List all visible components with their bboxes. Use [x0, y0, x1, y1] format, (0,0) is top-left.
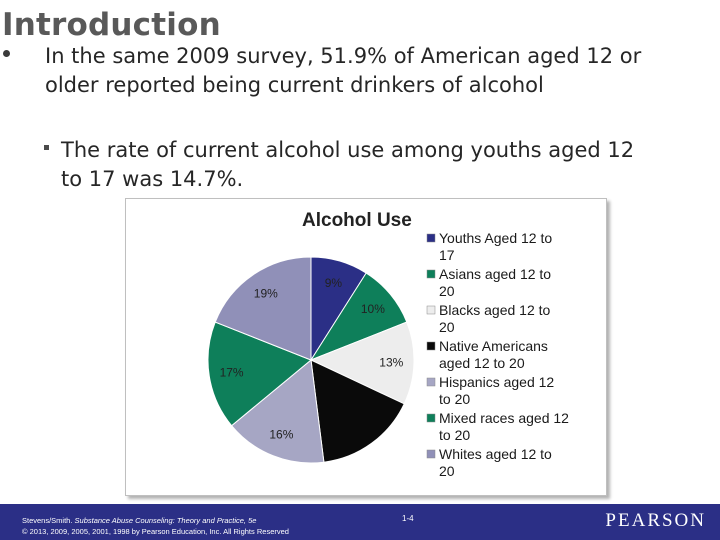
pie-slice-label-6: 19% — [254, 287, 278, 301]
legend-label-4: Hispanics aged 12 to 20 — [439, 374, 554, 407]
slide-title: Introduction — [2, 7, 221, 43]
pearson-logo: PEARSON — [605, 510, 706, 531]
legend-swatch-0 — [426, 233, 436, 243]
legend-label-6: Whites aged 12 to 20 — [439, 446, 552, 479]
legend-label-1: Asians aged 12 to 20 — [439, 266, 551, 299]
sub-bullet-text: The rate of current alcohol use among yo… — [61, 138, 635, 191]
pie-slice-3 — [310, 359, 405, 463]
pie-slice-label-4: 16% — [269, 428, 293, 442]
pie-slice-labels: 9% 10% 13% 16% 17% 19% — [220, 276, 404, 442]
legend-swatch-5 — [426, 413, 436, 423]
legend-label-0: Youths Aged 12 to 17 — [439, 230, 552, 263]
pie-slice-label-1: 10% — [361, 302, 385, 316]
legend-swatch-3 — [426, 341, 436, 351]
square-bullet-icon — [44, 145, 49, 150]
pie-chart: Alcohol Use 9% 10% 13% 16% 17% 19% Youths Age… — [125, 198, 607, 496]
pie-slice-4 — [230, 359, 325, 464]
main-bullet-text: In the same 2009 survey, 51.9% of Americ… — [45, 44, 642, 97]
legend-swatch-4 — [426, 377, 436, 387]
legend-label-2: Blacks aged 12 to 20 — [439, 302, 551, 335]
legend-swatch-6 — [426, 449, 436, 459]
pie-slice-label-5: 17% — [220, 366, 244, 380]
footer-citation: Stevens/Smith. Substance Abuse Counselin… — [22, 515, 289, 537]
legend-swatch-2 — [426, 305, 436, 315]
chart-title: Alcohol Use — [302, 210, 412, 231]
citation-copyright: © 2013, 2009, 2005, 2001, 1998 by Pearso… — [22, 527, 289, 536]
pie-slices — [207, 256, 415, 464]
legend-label-3: Native Americans aged 12 to 20 — [439, 338, 548, 371]
pie-slice-label-2: 13% — [379, 356, 403, 370]
page-number: 1-4 — [402, 514, 414, 523]
pie-slice-6 — [214, 256, 312, 361]
bullet-dot-icon — [3, 50, 10, 57]
footer-bar — [0, 504, 720, 540]
pie-slice-label-0: 9% — [325, 276, 343, 290]
legend-label-5: Mixed races aged 12 to 20 — [439, 410, 569, 443]
citation-author: Stevens/Smith. — [22, 516, 75, 525]
pie-slice-2 — [309, 321, 415, 405]
legend-swatch-1 — [426, 269, 436, 279]
pie-slice-5 — [207, 321, 312, 427]
pie-chart-svg: Alcohol Use 9% 10% 13% 16% 17% 19% Youths Age… — [207, 210, 569, 479]
citation-title: Substance Abuse Counseling: Theory and P… — [74, 516, 257, 525]
